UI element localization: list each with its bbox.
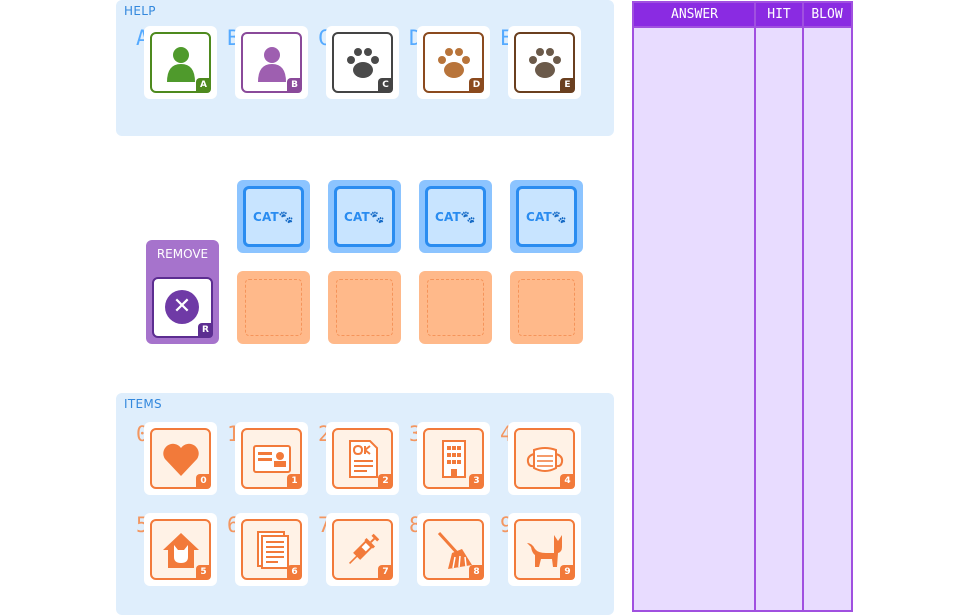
card-frame: 0 — [144, 422, 217, 495]
cat-slot-1[interactable]: CAT🐾 — [237, 180, 310, 253]
cat-card: CAT🐾 — [243, 186, 304, 247]
help-card: E — [514, 32, 575, 93]
key-badge: 4 — [560, 474, 575, 489]
card-frame: C — [326, 26, 399, 99]
key-badge: C — [378, 78, 393, 93]
slot-placeholder — [245, 279, 302, 336]
key-badge: 8 — [469, 565, 484, 580]
item-card: 6 — [241, 519, 302, 580]
answer-slot-3[interactable] — [419, 271, 492, 344]
answer-slot-4[interactable] — [510, 271, 583, 344]
item-card: 3 — [423, 428, 484, 489]
cat-card: CAT🐾 — [334, 186, 395, 247]
slot-placeholder — [336, 279, 393, 336]
cat-label: CAT🐾 — [343, 209, 386, 224]
cat-slot-3[interactable]: CAT🐾 — [419, 180, 492, 253]
help-title: HELP — [124, 4, 156, 18]
item-card: 8 — [423, 519, 484, 580]
item-card: 0 — [150, 428, 211, 489]
key-badge: B — [287, 78, 302, 93]
remove-button[interactable]: REMOVE ✕ R — [146, 240, 219, 344]
key-badge: D — [469, 78, 484, 93]
card-frame: 8 — [417, 513, 490, 586]
help-card: D — [423, 32, 484, 93]
header-divider — [634, 26, 851, 28]
key-badge: A — [196, 78, 211, 93]
key-badge: 1 — [287, 474, 302, 489]
cat-slot-2[interactable]: CAT🐾 — [328, 180, 401, 253]
key-badge: 5 — [196, 565, 211, 580]
blow-column-header: BLOW — [811, 7, 843, 22]
column-divider — [754, 3, 756, 610]
answer-column-header: ANSWER — [671, 7, 718, 22]
card-frame: 5 — [144, 513, 217, 586]
card-frame: 4 — [508, 422, 581, 495]
answer-table: ANSWER HIT BLOW — [632, 1, 853, 612]
slot-placeholder — [427, 279, 484, 336]
card-frame: A — [144, 26, 217, 99]
hit-column-header: HIT — [767, 7, 791, 22]
card-frame: 9 — [508, 513, 581, 586]
column-divider — [802, 3, 804, 610]
item-card: 4 — [514, 428, 575, 489]
answer-slot-1[interactable] — [237, 271, 310, 344]
item-card: 2 — [332, 428, 393, 489]
item-card: 7 — [332, 519, 393, 580]
remove-card: ✕ R — [152, 277, 213, 338]
cat-card: CAT🐾 — [516, 186, 577, 247]
cat-label: CAT🐾 — [252, 209, 295, 224]
remove-title: REMOVE — [156, 247, 209, 261]
item-card: 9 — [514, 519, 575, 580]
key-badge: 3 — [469, 474, 484, 489]
key-badge: 7 — [378, 565, 393, 580]
cat-label: CAT🐾 — [434, 209, 477, 224]
card-frame: E — [508, 26, 581, 99]
key-badge: 9 — [560, 565, 575, 580]
item-card: 5 — [150, 519, 211, 580]
card-frame: 3 — [417, 422, 490, 495]
card-frame: 2 — [326, 422, 399, 495]
items-title: ITEMS — [124, 397, 162, 411]
answer-slot-2[interactable] — [328, 271, 401, 344]
cat-label: CAT🐾 — [525, 209, 568, 224]
close-icon: ✕ — [165, 290, 199, 324]
cat-card: CAT🐾 — [425, 186, 486, 247]
key-badge: 0 — [196, 474, 211, 489]
item-card: 1 — [241, 428, 302, 489]
key-badge: 6 — [287, 565, 302, 580]
key-badge: 2 — [378, 474, 393, 489]
card-frame: 1 — [235, 422, 308, 495]
card-frame: D — [417, 26, 490, 99]
help-card: B — [241, 32, 302, 93]
card-frame: 6 — [235, 513, 308, 586]
answer-table-header — [634, 3, 851, 26]
cat-slot-4[interactable]: CAT🐾 — [510, 180, 583, 253]
help-card: A — [150, 32, 211, 93]
help-card: C — [332, 32, 393, 93]
remove-key-badge: R — [198, 323, 213, 338]
card-frame: B — [235, 26, 308, 99]
slot-placeholder — [518, 279, 575, 336]
key-badge: E — [560, 78, 575, 93]
card-frame: 7 — [326, 513, 399, 586]
